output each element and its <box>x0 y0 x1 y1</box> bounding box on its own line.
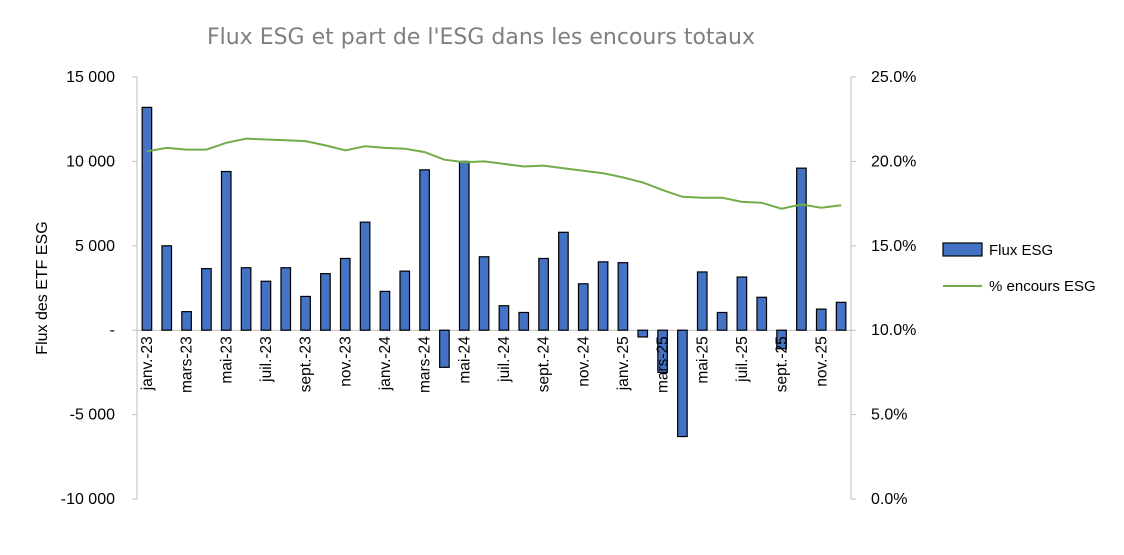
legend-swatch-flux-esg <box>942 242 983 257</box>
y-right-tick-label: 25.0% <box>871 69 916 86</box>
bar-flux-esg <box>339 257 351 331</box>
y-right-tick-label: 15.0% <box>871 238 916 255</box>
bar-flux-esg <box>637 329 649 338</box>
y-right-tick-label: 10.0% <box>871 322 916 339</box>
y-right-tick-label: 0.0% <box>871 491 907 508</box>
bar-flux-esg <box>399 270 411 331</box>
bar-flux-esg <box>458 160 470 331</box>
bar-flux-esg <box>220 170 232 331</box>
bar-flux-esg <box>577 283 589 331</box>
bar-flux-esg <box>260 280 272 331</box>
bar-flux-esg <box>439 329 450 368</box>
bar-flux-esg <box>657 329 668 374</box>
x-tick-label: sept.-24 <box>536 336 553 392</box>
y-tick-label: -5 000 <box>70 407 115 424</box>
y-tick-label: - <box>110 322 115 339</box>
x-tick-label: sept.-23 <box>298 336 315 392</box>
y-tick-label: 5 000 <box>75 238 115 255</box>
chart-title: Flux ESG et part de l'ESG dans les encou… <box>207 25 755 50</box>
bar-flux-esg <box>538 257 549 331</box>
x-tick-label: nov.-24 <box>575 336 592 387</box>
bar-flux-esg <box>597 261 609 331</box>
x-tick-label: mai-25 <box>694 336 711 383</box>
y-right-tick-label: 20.0% <box>871 153 916 170</box>
y-axis-label: Flux des ETF ESG <box>34 221 51 354</box>
bar-flux-esg <box>756 296 768 331</box>
bar-flux-esg <box>280 267 292 331</box>
bar-flux-esg <box>617 262 629 331</box>
line-encours-esg <box>146 137 842 210</box>
bar-flux-esg <box>181 311 192 331</box>
legend: Flux ESG % encours ESG <box>942 242 1096 295</box>
bar-flux-esg <box>141 106 153 331</box>
x-tick-label: juil.-25 <box>734 336 751 383</box>
y-tick-label: -10 000 <box>61 491 115 508</box>
x-tick-label: janv.-23 <box>139 336 156 391</box>
bar-flux-esg <box>419 169 430 331</box>
x-tick-label: mars-25 <box>655 336 672 393</box>
x-tick-label: nov.-23 <box>337 336 354 387</box>
legend-label-flux-esg: Flux ESG <box>989 242 1053 259</box>
bar-flux-esg <box>736 276 748 331</box>
x-tick-label: mars-24 <box>417 336 434 393</box>
x-tick-label: juil.-24 <box>496 336 513 383</box>
legend-label-encours-esg: % encours ESG <box>989 278 1096 295</box>
x-tick-label: sept.-25 <box>774 336 791 392</box>
y-tick-label: 10 000 <box>66 153 115 170</box>
bar-flux-esg <box>161 245 173 331</box>
x-tick-label: nov.-25 <box>813 336 830 387</box>
y-right-tick-label: 5.0% <box>871 407 907 424</box>
x-tick-label: mai-24 <box>456 336 473 384</box>
bar-flux-esg <box>359 221 371 331</box>
bar-flux-esg <box>300 295 311 331</box>
bar-flux-esg <box>240 267 252 331</box>
bar-flux-esg <box>518 311 530 331</box>
x-tick-label: mai-23 <box>218 336 235 383</box>
bar-flux-esg <box>696 271 708 331</box>
x-tick-label: janv.-24 <box>377 336 394 391</box>
x-tick-label: juil.-23 <box>258 336 275 383</box>
bar-flux-esg <box>835 301 847 331</box>
bar-flux-esg <box>201 267 212 331</box>
bar-flux-esg <box>558 231 569 331</box>
bar-flux-esg <box>815 308 827 331</box>
x-tick-label: mars-23 <box>179 336 196 393</box>
bar-flux-esg <box>498 305 510 331</box>
bar-flux-esg <box>796 167 807 331</box>
bar-flux-esg <box>716 311 728 331</box>
bar-flux-esg <box>379 290 391 331</box>
bar-flux-esg <box>478 256 490 331</box>
bar-flux-esg <box>677 329 688 438</box>
x-tick-label: janv.-25 <box>615 336 632 391</box>
bar-flux-esg <box>776 329 787 350</box>
y-tick-label: 15 000 <box>66 69 115 86</box>
bar-flux-esg <box>320 273 331 331</box>
